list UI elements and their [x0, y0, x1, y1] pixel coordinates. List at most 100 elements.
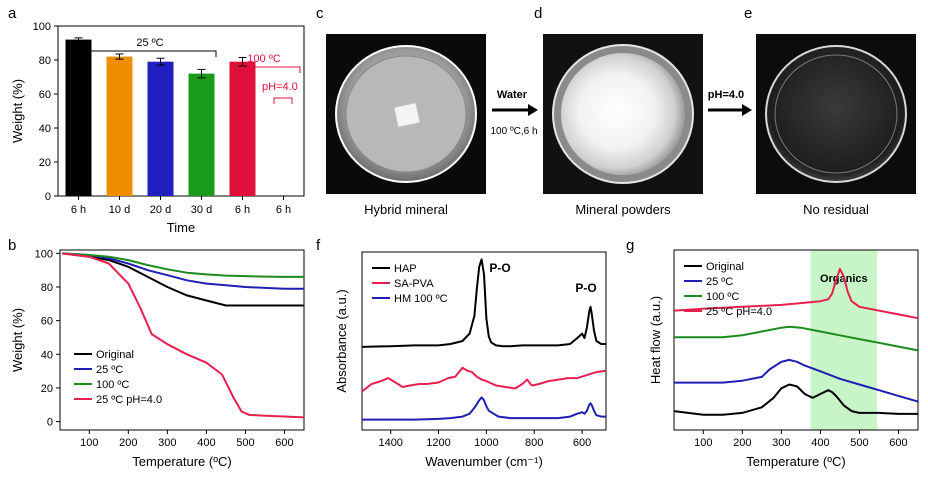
a-bar — [229, 61, 256, 197]
g-x-axis-label: Temperature (ºC) — [746, 454, 845, 469]
arrow1-label-bottom: 100 ºC,6 h — [490, 126, 537, 137]
b-xtick-label: 500 — [236, 437, 254, 449]
arrow2-label-top: pH=4.0 — [708, 89, 744, 101]
g-xtick-label: 300 — [772, 437, 790, 449]
f-legend-label: HAP — [394, 263, 417, 275]
f-xtick-label: 600 — [573, 437, 591, 449]
panel-letter-a: a — [8, 5, 17, 22]
f-x-axis-label: Wavenumber (cm⁻¹) — [425, 454, 543, 469]
g-series-line — [673, 383, 918, 416]
group-label-25C: 25 ºC — [136, 37, 163, 49]
b-y-axis-label: Weight (%) — [10, 308, 25, 372]
b-xtick-label: 400 — [197, 437, 215, 449]
f-series-line — [362, 396, 606, 421]
chart-a: 0 20 40 60 80 100 6 h 10 d 20 d 30 d 6 h 6 h Time Wei… — [10, 21, 305, 235]
ph-label: pH=4.0 — [262, 81, 298, 93]
f-legend-label: SA-PVA — [394, 278, 434, 290]
a-bar — [147, 61, 174, 197]
photo-e — [756, 34, 916, 194]
a-error-bar — [74, 37, 83, 42]
a-bar — [188, 73, 215, 196]
a-xtick-label: 30 d — [191, 204, 212, 216]
b-legend-label: 25 ºC pH=4.0 — [96, 394, 162, 406]
g-legend-label: 100 ºC — [706, 291, 739, 303]
f-series-line — [361, 366, 607, 393]
b-xtick-label: 200 — [119, 437, 137, 449]
b-ytick-label: 40 — [41, 349, 53, 361]
peak-label-1: P-O — [489, 261, 510, 275]
b-xtick-label: 300 — [158, 437, 176, 449]
b-ytick-label: 20 — [41, 383, 53, 395]
f-plot-frame — [361, 251, 607, 431]
group-bracket-25C — [69, 50, 217, 57]
a-xtick-label: 20 d — [150, 204, 171, 216]
ph-bracket — [273, 97, 293, 104]
group-bracket-100C — [231, 66, 301, 73]
caption-d: Mineral powders — [575, 202, 671, 217]
panel-letter-b: b — [8, 237, 16, 254]
g-legend-label: 25 ºC — [706, 276, 733, 288]
photo-e-dish-rim — [765, 45, 907, 183]
f-xtick-label: 1200 — [426, 437, 450, 449]
a-ytick-label: 20 — [39, 157, 51, 169]
g-xtick-label: 600 — [889, 437, 907, 449]
b-ytick-label: 0 — [47, 417, 53, 429]
b-x-axis-label: Temperature (ºC) — [132, 454, 231, 469]
a-error-bar — [115, 53, 124, 60]
a-xtick-label: 10 d — [109, 204, 130, 216]
panel-letter-g: g — [626, 237, 634, 254]
a-ytick-label: 100 — [33, 21, 51, 33]
a-ytick-label: 0 — [45, 191, 51, 203]
g-series-line — [673, 267, 919, 320]
a-plot-frame — [57, 25, 305, 197]
b-ytick-label: 60 — [41, 316, 53, 328]
g-y-axis-label: Heat flow (a.u.) — [648, 296, 663, 384]
g-xtick-label: 200 — [733, 437, 751, 449]
photo-e-dish-inner — [774, 54, 898, 174]
a-ytick-label: 80 — [39, 55, 51, 67]
caption-c: Hybrid mineral — [364, 202, 448, 217]
f-legend-label: HM 100 ºC — [394, 293, 448, 305]
g-legend-label: 25 ºC pH=4.0 — [706, 306, 772, 318]
b-legend-label: 25 ºC — [96, 364, 123, 376]
g-xtick-label: 500 — [850, 437, 868, 449]
photo-c-hybrid-mineral-film — [393, 102, 421, 128]
a-x-axis-label: Time — [167, 220, 195, 235]
photo-d-mineral-powders — [561, 53, 685, 175]
a-error-bar — [197, 68, 206, 79]
b-plot-frame — [59, 249, 305, 431]
a-bar — [65, 39, 92, 196]
g-series-line — [674, 358, 919, 403]
a-xtick-label: 6 h — [235, 204, 250, 216]
a-xtick-label: 6 h — [276, 204, 291, 216]
group-label-100C: 100 ºC — [247, 53, 280, 65]
g-legend-label: Original — [706, 261, 744, 273]
panel-letter-d: d — [534, 5, 542, 22]
b-xtick-label: 100 — [80, 437, 98, 449]
chart-b: 100 200 300 400 500 600 0 20 40 60 80 100 Original 25… — [10, 248, 305, 469]
b-series-line — [61, 252, 304, 307]
arrow1-label-top: Water — [497, 89, 528, 101]
b-series-line — [61, 252, 304, 278]
panel-letter-c: c — [316, 5, 324, 22]
b-series-line — [61, 252, 305, 419]
b-series-line — [61, 252, 304, 290]
b-legend-label: 100 ºC — [96, 379, 129, 391]
f-xtick-label: 1400 — [378, 437, 402, 449]
a-bar — [106, 56, 133, 196]
caption-e: No residual — [803, 202, 869, 217]
a-ytick-label: 60 — [39, 89, 51, 101]
peak-label-2: P-O — [575, 281, 596, 295]
f-xtick-label: 800 — [525, 437, 543, 449]
a-y-axis-label: Weight (%) — [10, 79, 25, 143]
b-ytick-label: 100 — [35, 248, 53, 260]
chart-f: 1400 1200 1000 800 600 HAP SA-PVA HM 100 ºC Wave… — [334, 251, 607, 469]
a-xtick-label: 6 h — [71, 204, 86, 216]
a-error-bar — [238, 56, 247, 67]
arrow2-head — [742, 104, 752, 116]
a-ytick-label: 40 — [39, 123, 51, 135]
f-series-line — [361, 258, 606, 348]
a-error-bar — [156, 57, 165, 66]
